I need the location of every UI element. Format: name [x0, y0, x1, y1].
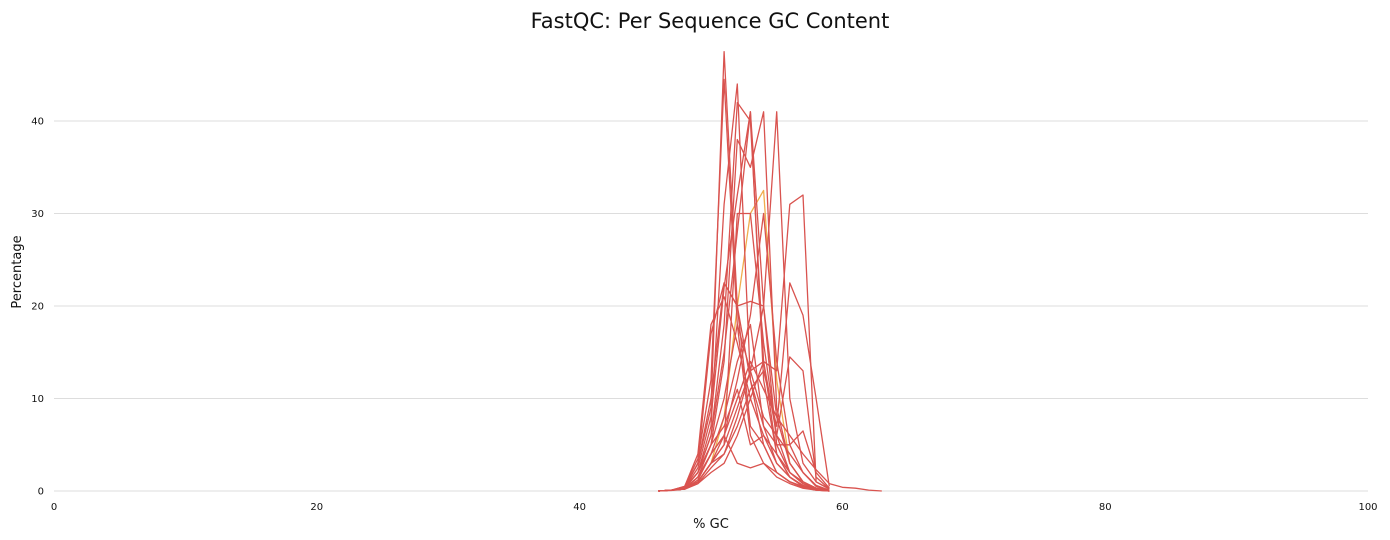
x-tick-label: 0	[51, 502, 57, 513]
series-line-fail[interactable]	[658, 78, 830, 492]
y-axis-label: Percentage	[10, 235, 25, 308]
y-tick-label: 40	[31, 117, 44, 128]
x-tick-label: 60	[836, 502, 849, 513]
series-line-fail[interactable]	[658, 434, 830, 492]
x-tick-label: 80	[1099, 502, 1112, 513]
chart-title: FastQC: Per Sequence GC Content	[531, 9, 890, 33]
y-tick-label: 0	[38, 487, 44, 498]
series-line-fail[interactable]	[658, 388, 830, 492]
series-line-fail[interactable]	[658, 282, 830, 492]
y-axis-ticks: 0 10 20 30 40	[31, 117, 44, 498]
series-line-fail[interactable]	[658, 282, 830, 492]
series-line-fail[interactable]	[658, 83, 830, 492]
y-tick-label: 20	[31, 302, 44, 313]
gridlines	[54, 120, 1368, 492]
series-line-fail[interactable]	[658, 360, 882, 492]
x-tick-label: 20	[310, 502, 323, 513]
series-line-fail[interactable]	[658, 282, 830, 492]
x-tick-label: 40	[573, 502, 586, 513]
x-tick-label: 100	[1358, 502, 1377, 513]
y-tick-label: 10	[31, 394, 44, 405]
x-axis-label: % GC	[693, 517, 729, 532]
series-line-fail[interactable]	[658, 50, 830, 492]
series-line-fail[interactable]	[658, 296, 830, 492]
y-tick-label: 30	[31, 209, 44, 220]
x-axis-ticks: 0 20 40 60 80 100	[51, 502, 1378, 513]
series-lines	[658, 50, 882, 492]
